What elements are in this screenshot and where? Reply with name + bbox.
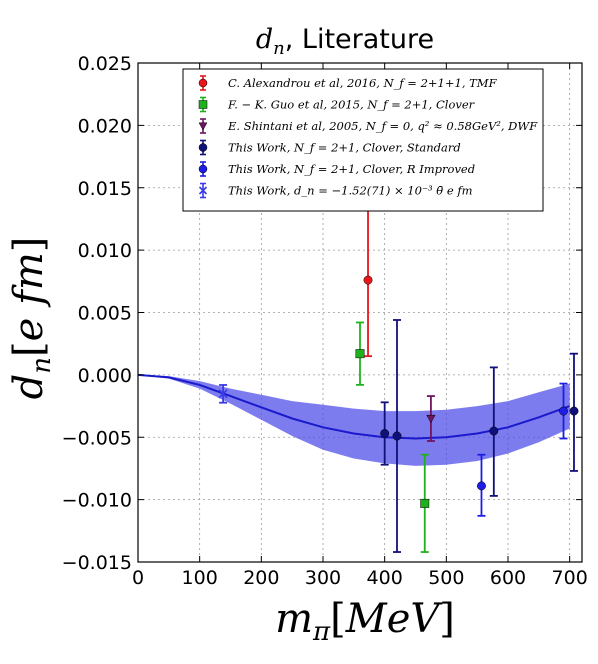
data-marker bbox=[363, 275, 373, 285]
data-point-s4 bbox=[559, 382, 568, 440]
data-marker bbox=[380, 429, 390, 438]
fit-band-group bbox=[137, 373, 571, 466]
x-tick-label: 200 bbox=[243, 567, 279, 589]
data-marker bbox=[559, 406, 568, 416]
x-tick-label: 600 bbox=[490, 567, 526, 589]
fit-band bbox=[138, 374, 570, 466]
legend-label: This Work, N_f = 2+1, Clover, Standard bbox=[228, 141, 461, 155]
x-tick-label: 300 bbox=[305, 567, 341, 589]
data-marker bbox=[420, 498, 430, 508]
y-axis-label: dn[e fm] bbox=[6, 237, 57, 400]
chart-title: dn, Literature bbox=[256, 24, 434, 59]
data-point-s3 bbox=[380, 401, 390, 466]
y-tick-label: 0.015 bbox=[78, 178, 132, 200]
data-point-s3 bbox=[489, 366, 499, 497]
data-marker bbox=[477, 481, 486, 491]
x-tick-label: 700 bbox=[552, 567, 588, 589]
data-point-s1 bbox=[420, 453, 430, 553]
x-tick-label: 500 bbox=[428, 567, 464, 589]
legend-entry: C. Alexandrou et al, 2016, N_f = 2+1+1, … bbox=[198, 75, 498, 91]
y-tick-label: −0.010 bbox=[62, 490, 132, 512]
data-marker bbox=[426, 414, 436, 424]
legend-label: This Work, d_n = −1.52(71) × 10⁻³ θ̄ e f… bbox=[228, 184, 473, 198]
legend-label: This Work, N_f = 2+1, Clover, R Improved bbox=[228, 162, 475, 176]
data-point-s5 bbox=[218, 384, 228, 404]
y-tick-label: 0.020 bbox=[78, 115, 132, 137]
data-marker bbox=[569, 406, 579, 416]
data-point-s3 bbox=[569, 352, 579, 472]
legend-entry: E. Shintani et al, 2005, N_f = 0, q² ≈ 0… bbox=[198, 118, 538, 134]
ticks: 0 100 200 300 400 500 600 700 0.025 0.020 0.015 0.0… bbox=[62, 53, 588, 589]
data-point-s3 bbox=[392, 319, 402, 553]
y-tick-label: 0.000 bbox=[78, 365, 132, 387]
legend-entry: This Work, d_n = −1.52(71) × 10⁻³ θ̄ e f… bbox=[198, 182, 473, 199]
legend-label: E. Shintani et al, 2005, N_f = 0, q² ≈ 0… bbox=[227, 119, 538, 133]
data-point-s4 bbox=[477, 453, 486, 517]
data-point-s1 bbox=[355, 321, 365, 386]
legend-entry: F. − K. Guo et al, 2015, N_f = 2+1, Clov… bbox=[198, 96, 476, 113]
legend-marker bbox=[198, 78, 208, 88]
y-tick-label: 0.010 bbox=[78, 240, 132, 262]
legend-label: F. − K. Guo et al, 2015, N_f = 2+1, Clov… bbox=[227, 98, 476, 112]
x-tick-label: 400 bbox=[367, 567, 403, 589]
legend-marker bbox=[198, 100, 208, 109]
y-tick-label: −0.015 bbox=[62, 552, 132, 574]
legend-marker bbox=[198, 186, 208, 195]
legend-entry: This Work, N_f = 2+1, Clover, Standard bbox=[198, 139, 461, 156]
y-tick-label: −0.005 bbox=[62, 427, 132, 449]
data-point-s0 bbox=[363, 201, 373, 358]
legend-marker bbox=[198, 164, 208, 174]
x-tick-label: 0 bbox=[132, 567, 144, 589]
data-marker bbox=[218, 389, 228, 399]
legend-label: C. Alexandrou et al, 2016, N_f = 2+1+1, … bbox=[228, 76, 498, 90]
legend-marker bbox=[198, 122, 208, 131]
legend: C. Alexandrou et al, 2016, N_f = 2+1+1, … bbox=[182, 68, 544, 212]
legend-marker bbox=[198, 143, 208, 152]
data-point-s2 bbox=[426, 395, 436, 442]
x-axis-label: mπ[MeV] bbox=[275, 596, 455, 647]
data-marker bbox=[355, 349, 365, 359]
legend-box bbox=[182, 68, 544, 212]
y-tick-label: 0.025 bbox=[78, 53, 132, 75]
data-marker bbox=[392, 431, 402, 441]
x-tick-label: 100 bbox=[182, 567, 218, 589]
y-tick-label: 0.005 bbox=[78, 303, 132, 325]
legend-entry: This Work, N_f = 2+1, Clover, R Improved bbox=[198, 161, 475, 177]
data-marker bbox=[489, 426, 499, 436]
